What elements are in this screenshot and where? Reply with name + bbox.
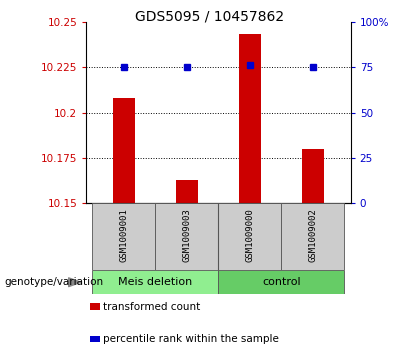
Bar [176,180,198,203]
Bar [302,149,324,203]
Bar [92,203,155,270]
Bar [281,203,344,270]
Text: control: control [262,277,301,287]
Text: genotype/variation: genotype/variation [4,277,103,287]
Bar [218,203,281,270]
Text: GSM1009001: GSM1009001 [119,209,129,262]
Text: GDS5095 / 10457862: GDS5095 / 10457862 [135,9,285,23]
Bar [218,270,344,294]
Bar [155,203,218,270]
Text: transformed count: transformed count [103,302,200,312]
Text: percentile rank within the sample: percentile rank within the sample [103,334,279,344]
Bar [113,98,135,203]
Text: Meis deletion: Meis deletion [118,277,192,287]
Polygon shape [68,278,81,287]
Text: GSM1009003: GSM1009003 [182,209,192,262]
Bar [92,270,218,294]
Text: GSM1009002: GSM1009002 [308,209,318,262]
Text: GSM1009000: GSM1009000 [245,209,255,262]
Bar [239,34,261,203]
